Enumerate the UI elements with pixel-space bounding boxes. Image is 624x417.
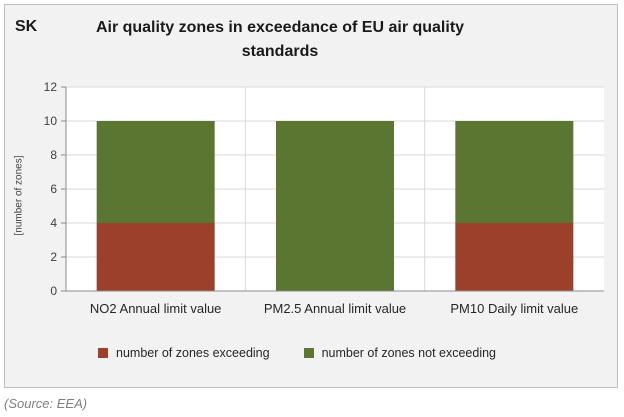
y-tick-label: 2 [50, 250, 57, 264]
chart-title-line-2: standards [241, 43, 319, 60]
bar-exceeding [455, 223, 574, 291]
x-tick-label: NO2 Annual limit value [90, 301, 222, 316]
bars [96, 121, 574, 291]
y-tick-label: 0 [50, 284, 57, 298]
source-note: (Source: EEA) [4, 396, 88, 411]
legend: number of zones exceeding number of zone… [98, 346, 530, 360]
y-axis-title: [number of zones] [4, 135, 34, 255]
legend-item-not-exceeding: number of zones not exceeding [303, 346, 496, 360]
y-tick-label: 4 [50, 216, 57, 230]
y-tick-label: 8 [50, 148, 57, 162]
axes: 0 2 4 6 8 10 12 NO2 Annual limit value PM2.5 Ann… [44, 80, 604, 316]
chart-title: Air quality zones in exceedance of EU ai… [80, 16, 480, 64]
legend-swatch-exceeding [98, 348, 108, 358]
bar-not-exceeding [96, 121, 215, 223]
legend-label-exceeding: number of zones exceeding [116, 346, 270, 360]
x-tick-label: PM10 Daily limit value [450, 301, 578, 316]
legend-label-not-exceeding: number of zones not exceeding [321, 346, 496, 360]
legend-swatch-not-exceeding [303, 348, 314, 358]
country-code: SK [15, 18, 38, 35]
y-tick-label: 10 [44, 114, 58, 128]
y-tick-label: 12 [44, 80, 58, 94]
y-axis-title-text: [number of zones] [13, 154, 25, 236]
bar-exceeding [96, 223, 215, 291]
legend-item-exceeding: number of zones exceeding [98, 346, 270, 360]
bar-chart: 0 2 4 6 8 10 12 NO2 Annual limit value PM2.5 Ann… [44, 80, 604, 316]
bar-not-exceeding [276, 121, 394, 291]
y-tick-label: 6 [50, 182, 57, 196]
chart-title-line-1: Air quality zones in exceedance of EU ai… [95, 19, 465, 36]
bar-not-exceeding [455, 121, 574, 223]
x-tick-label: PM2.5 Annual limit value [264, 301, 406, 316]
